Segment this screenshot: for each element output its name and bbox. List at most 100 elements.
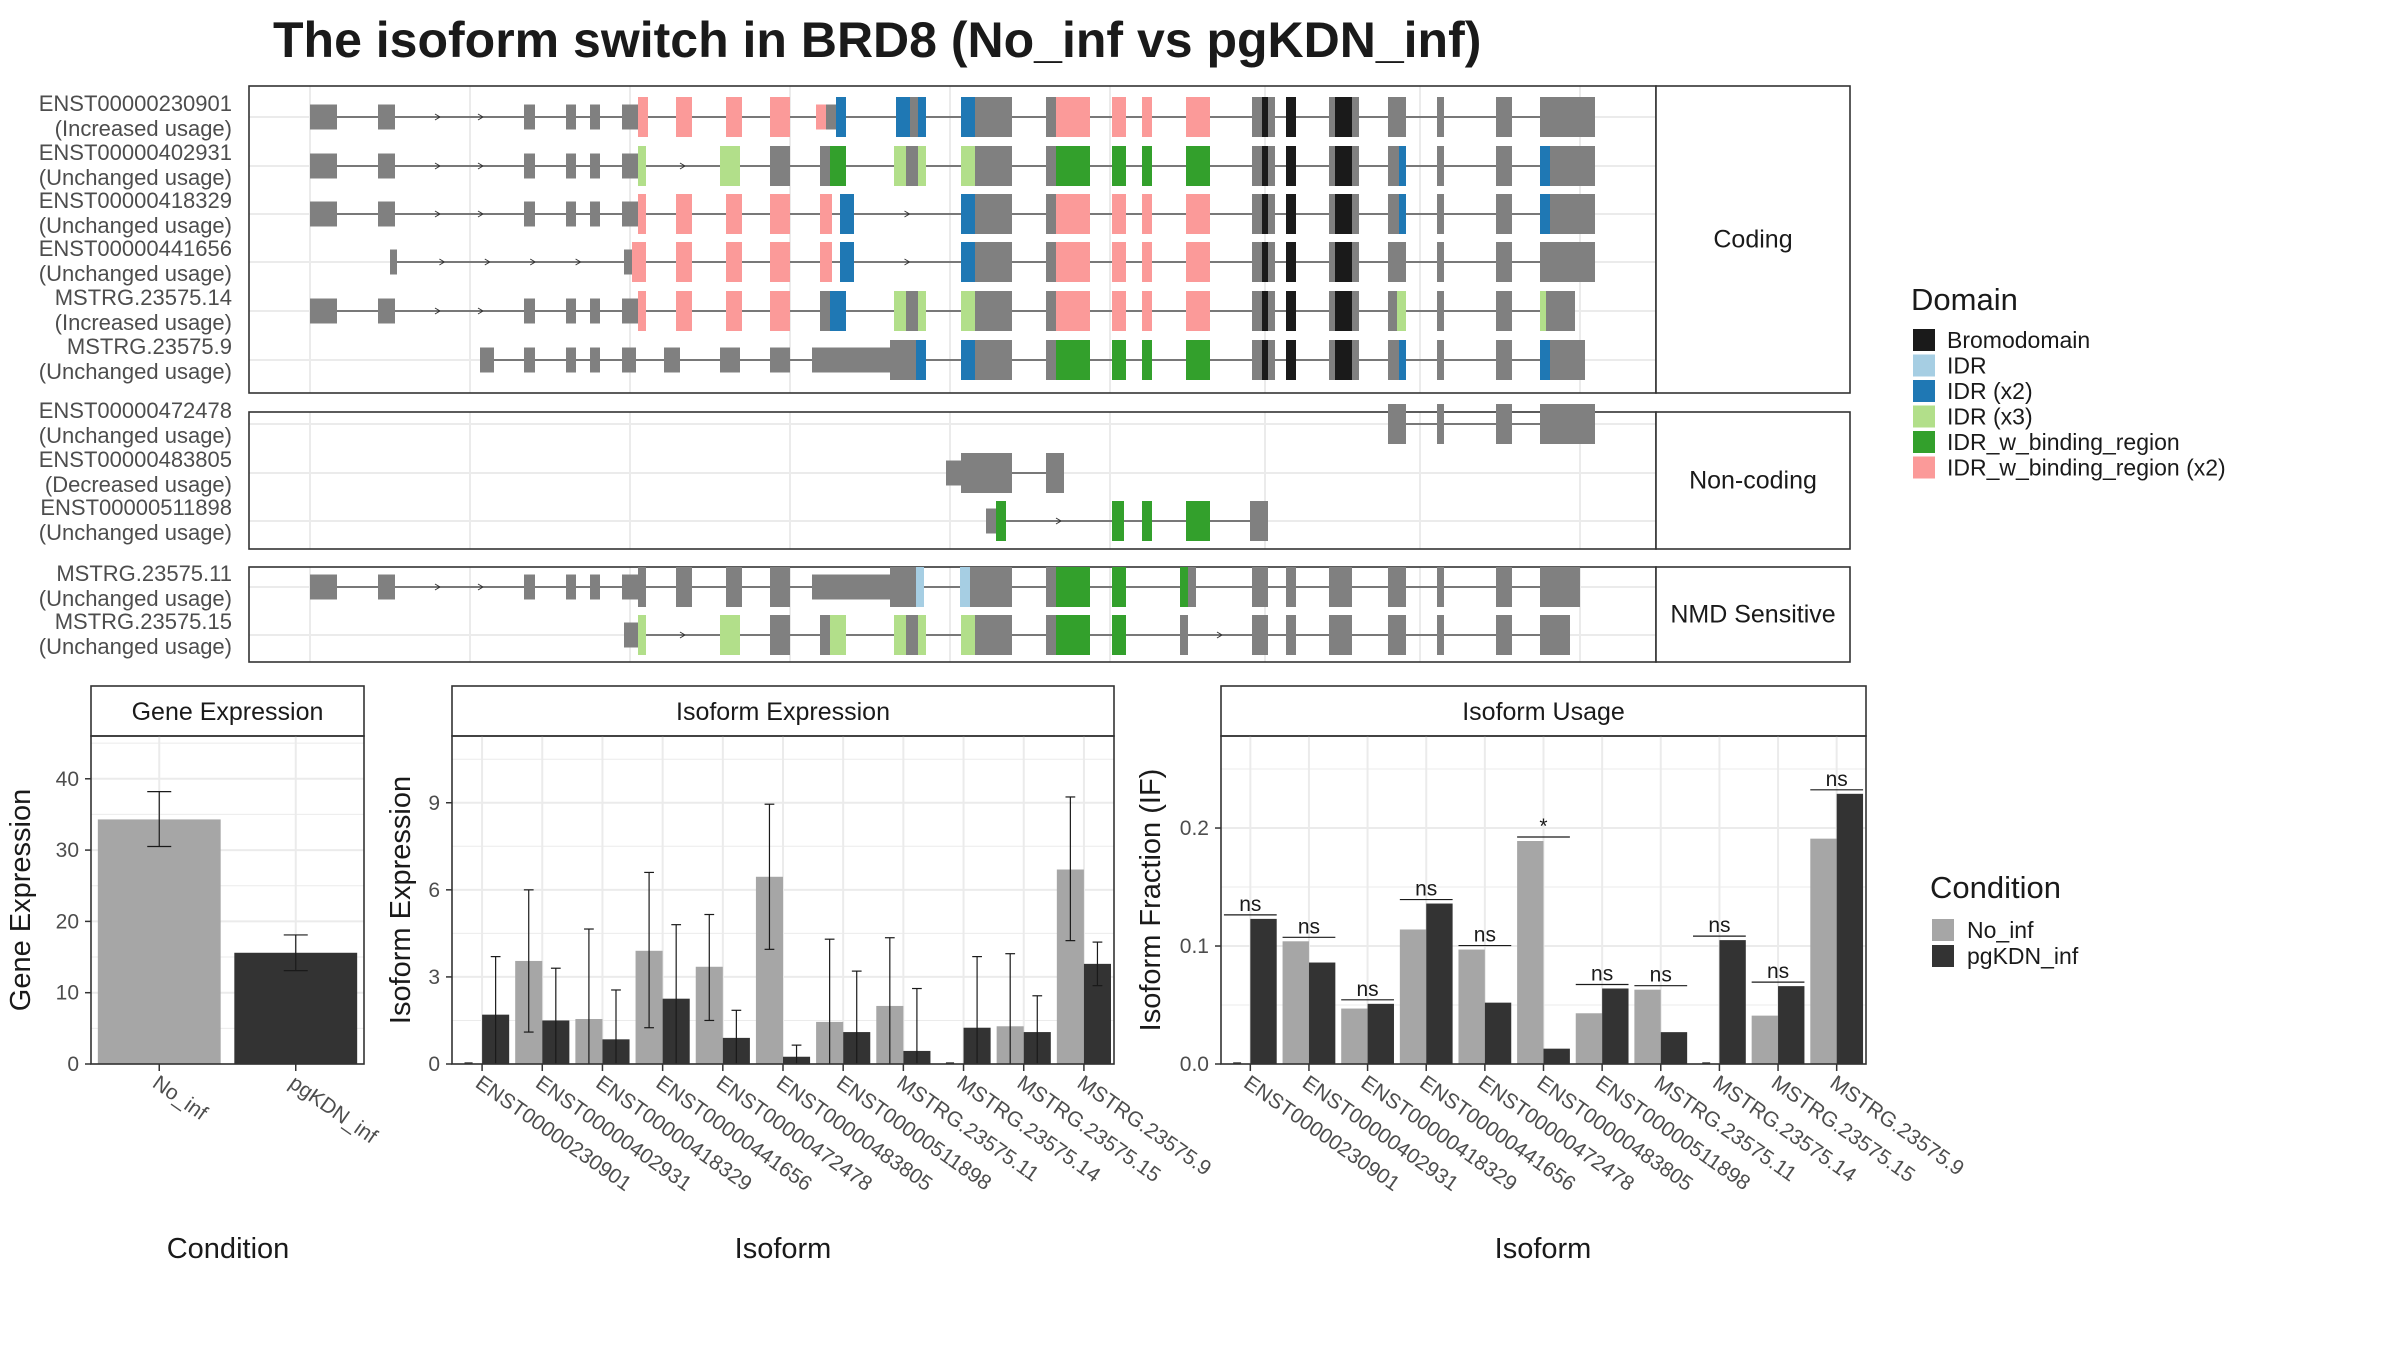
isoform-track-MSTRG.23575.14: MSTRG.23575.14(Increased usage): [55, 285, 1575, 335]
y-tick-label: 10: [56, 982, 79, 1005]
bar: [1660, 1032, 1688, 1064]
exon-block: [1252, 567, 1268, 607]
chart-strip-label: Isoform Usage: [1462, 698, 1625, 726]
domain-block: [1540, 291, 1546, 331]
exon-block: [1496, 97, 1512, 137]
domain-block: [1056, 615, 1090, 655]
domain-block: [1335, 340, 1352, 380]
exon-block: [906, 291, 918, 331]
domain-block: [816, 104, 826, 130]
exon-block: [310, 104, 337, 130]
isoform-track-ENST00000441656: ENST00000441656(Unchanged usage): [39, 236, 1595, 286]
exon-block: [1329, 97, 1335, 137]
isoform-track-ENST00000511898: ENST00000511898(Unchanged usage): [39, 495, 1268, 545]
y-tick-label: 0.1: [1180, 935, 1209, 958]
exon-block: [1046, 194, 1056, 234]
domain-legend-swatch: [1913, 329, 1935, 351]
domain-legend-label: IDR: [1947, 353, 1987, 379]
exon-block: [1540, 567, 1580, 607]
exon-block: [524, 298, 535, 324]
isoform-usage-label: (Unchanged usage): [39, 165, 232, 190]
domain-block: [1286, 291, 1296, 331]
domain-legend-item: IDR_w_binding_region (x2): [1913, 455, 2226, 481]
exon-block: [590, 104, 600, 130]
direction-arrow: [904, 210, 911, 218]
domain-block: [896, 97, 910, 137]
condition-legend-title: Condition: [1930, 870, 2061, 905]
exon-block: [590, 574, 600, 600]
exon-block: [1252, 291, 1262, 331]
exon-block: [622, 347, 636, 373]
exon-block: [820, 291, 830, 331]
domain-block: [1262, 242, 1268, 282]
condition-legend-label: No_inf: [1967, 917, 2034, 943]
exon-block: [1496, 404, 1512, 444]
domain-block: [1262, 97, 1268, 137]
exon-block: [566, 201, 576, 227]
exon-block: [1352, 340, 1359, 380]
chart-strip: [90, 685, 365, 737]
direction-arrow: [434, 210, 441, 218]
y-tick-label: 0.2: [1180, 817, 1209, 840]
domain-block: [961, 242, 975, 282]
exon-block: [1437, 340, 1444, 380]
domain-block: [1186, 340, 1210, 380]
bar: [1719, 940, 1746, 1064]
domain-block: [1056, 146, 1090, 186]
domain-block: [1142, 97, 1152, 137]
direction-arrow: [529, 258, 537, 266]
isoform-track-ENST00000483805: ENST00000483805(Decreased usage): [39, 447, 1064, 497]
significance-label: ns: [1826, 768, 1848, 791]
direction-arrow: [477, 583, 484, 591]
bar: [1426, 903, 1453, 1064]
exon-block: [970, 567, 1012, 607]
domain-block: [1056, 242, 1090, 282]
domain-legend-item: IDR (x2): [1913, 378, 2033, 404]
y-tick-label: 0.0: [1180, 1053, 1209, 1076]
domain-legend-item: IDR: [1913, 353, 1987, 379]
domain-block: [918, 291, 926, 331]
y-axis-title: Isoform Fraction (IF): [1135, 769, 1167, 1032]
isoform-usage-label: (Increased usage): [55, 310, 232, 335]
direction-arrow: [1216, 631, 1223, 639]
exon-block: [676, 567, 692, 607]
isoform-usage-label: (Unchanged usage): [39, 359, 232, 384]
exon-block: [378, 574, 395, 600]
domain-block: [894, 291, 906, 331]
domain-block: [961, 291, 975, 331]
x-axis-title: Condition: [167, 1233, 290, 1265]
domain-block: [1335, 97, 1352, 137]
domain-block: [770, 242, 790, 282]
exon-block: [1046, 453, 1064, 493]
exon-block: [1496, 291, 1512, 331]
isoform-id-label: ENST00000418329: [39, 188, 232, 213]
y-tick-label: 30: [56, 839, 79, 862]
condition-legend-item: No_inf: [1932, 917, 2034, 943]
domain-block: [1056, 567, 1090, 607]
exon-block: [524, 347, 535, 373]
domain-block: [1112, 615, 1126, 655]
panel-background: [249, 86, 1656, 393]
domain-block: [770, 291, 790, 331]
domain-block: [918, 146, 926, 186]
exon-block: [1329, 146, 1335, 186]
exon-block: [1329, 291, 1335, 331]
exon-block: [638, 567, 646, 607]
exon-block: [1180, 615, 1188, 655]
bar: [1543, 1048, 1570, 1064]
isoform-usage-label: (Unchanged usage): [39, 586, 232, 611]
domain-block: [830, 615, 846, 655]
exon-block: [1268, 146, 1275, 186]
panel-strip: [1655, 411, 1851, 550]
significance-label: ns: [1474, 924, 1496, 947]
exon-block: [1496, 567, 1512, 607]
bar: [1778, 986, 1805, 1064]
isoform-id-label: MSTRG.23575.14: [55, 285, 232, 310]
exon-block: [1437, 97, 1444, 137]
bar: [1517, 841, 1544, 1064]
isoform-usage-label: (Unchanged usage): [39, 520, 232, 545]
domain-block: [1180, 567, 1188, 607]
domain-block: [1397, 291, 1406, 331]
bar-panel-0: Gene Expression 0 10 20 30 40 No_inf pgKDN_inf C…: [5, 685, 381, 1265]
